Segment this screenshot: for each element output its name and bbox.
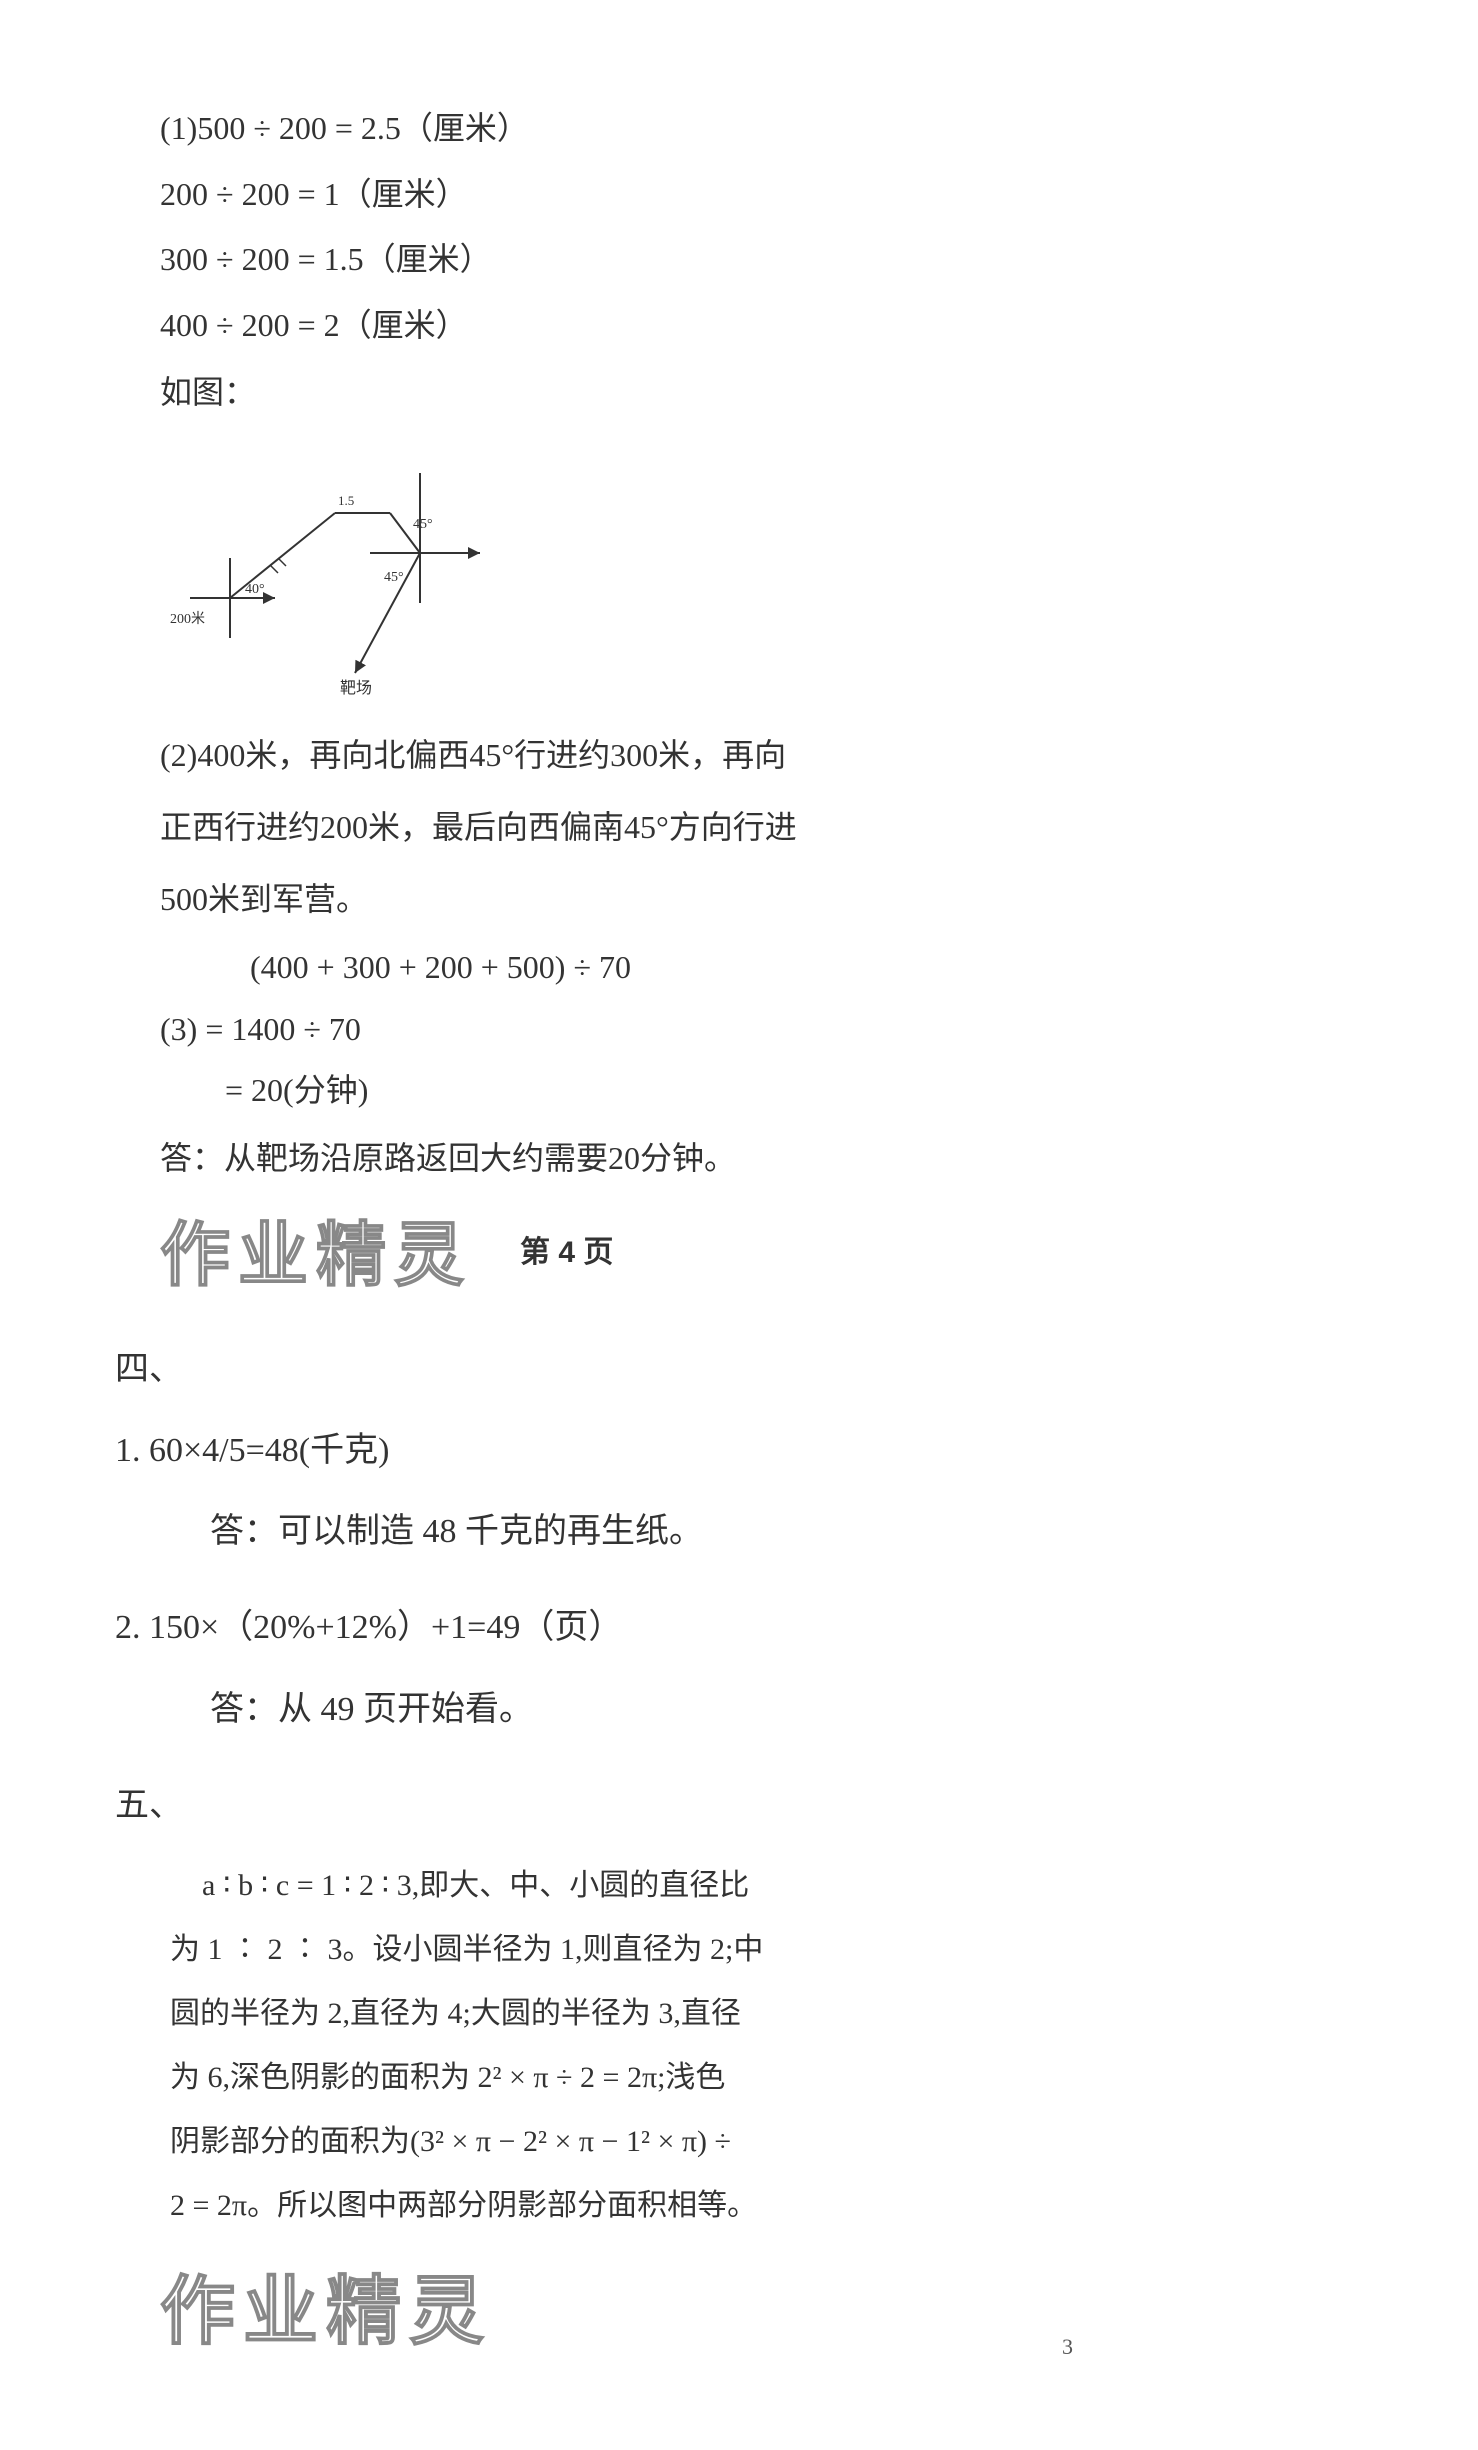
bottom-page-num: 3 — [1062, 2334, 1073, 2360]
direction-diagram: 200米 40° 1.5 45° 45° 靶场 — [160, 443, 500, 703]
problem3-calc3: = 20(分钟) — [225, 1062, 1338, 1120]
section4-q1: 1. 60×4/5=48(千克) — [115, 1420, 1338, 1481]
equation-1: (1)500 ÷ 200 = 2.5（厘米） — [160, 100, 1338, 158]
watermark-text-mid: 作业精灵 — [160, 1199, 472, 1300]
problem2-line2: 正西行进约200米，最后向西偏南45°方向行进 — [160, 795, 1338, 859]
watermark-text-bottom: 作业精灵 — [160, 2250, 492, 2359]
watermark-bottom: 作业精灵 3 — [160, 2240, 1338, 2390]
section4-a1: 答：可以制造 48 千克的再生纸。 — [210, 1501, 1338, 1562]
label-200m: 200米 — [170, 611, 205, 627]
problem2-line1: (2)400米，再向北偏西45°行进约300米，再向 — [160, 723, 1338, 787]
label-45a: 45° — [413, 517, 433, 532]
watermark-mid: 作业精灵 第 4 页 — [160, 1189, 1338, 1329]
diagram-label: 如图： — [160, 362, 1338, 423]
section4-a2: 答：从 49 页开始看。 — [210, 1679, 1338, 1740]
section4-header: 四、 — [115, 1339, 1338, 1400]
section5-p6: 2 = 2π。所以图中两部分阴影部分面积相等。 — [170, 2176, 1338, 2236]
page-mid-label: 第 4 页 — [520, 1227, 613, 1271]
label-target: 靶场 — [340, 679, 372, 697]
section4-q2: 2. 150×（20%+12%）+1=49（页） — [115, 1597, 1338, 1658]
equation-3: 300 ÷ 200 = 1.5（厘米） — [160, 231, 1338, 289]
problem3-calc1: (400 + 300 + 200 + 500) ÷ 70 — [250, 939, 1338, 997]
svg-text:1.5: 1.5 — [338, 493, 354, 508]
problem3-answer: 答：从靶场沿原路返回大约需要20分钟。 — [160, 1128, 1338, 1189]
label-45b: 45° — [384, 570, 404, 585]
section5-p3: 圆的半径为 2,直径为 4;大圆的半径为 3,直径 — [170, 1984, 1338, 2044]
equation-2: 200 ÷ 200 = 1（厘米） — [160, 166, 1338, 224]
section5-p5: 阴影部分的面积为(3² × π − 2² × π − 1² × π) ÷ — [170, 2112, 1338, 2172]
section5-p2: 为 1 ∶ 2 ∶ 3。设小圆半径为 1,则直径为 2;中 — [170, 1920, 1338, 1980]
section5-header: 五、 — [115, 1775, 1338, 1836]
problem3-calc2: (3) = 1400 ÷ 70 — [160, 1001, 1338, 1059]
section5-p4: 为 6,深色阴影的面积为 2² × π ÷ 2 = 2π;浅色 — [170, 2048, 1338, 2108]
problem2-line3: 500米到军营。 — [160, 867, 1338, 931]
section5-p1: a ∶ b ∶ c = 1 ∶ 2 ∶ 3,即大、中、小圆的直径比 — [170, 1856, 1338, 1916]
equation-4: 400 ÷ 200 = 2（厘米） — [160, 297, 1338, 355]
